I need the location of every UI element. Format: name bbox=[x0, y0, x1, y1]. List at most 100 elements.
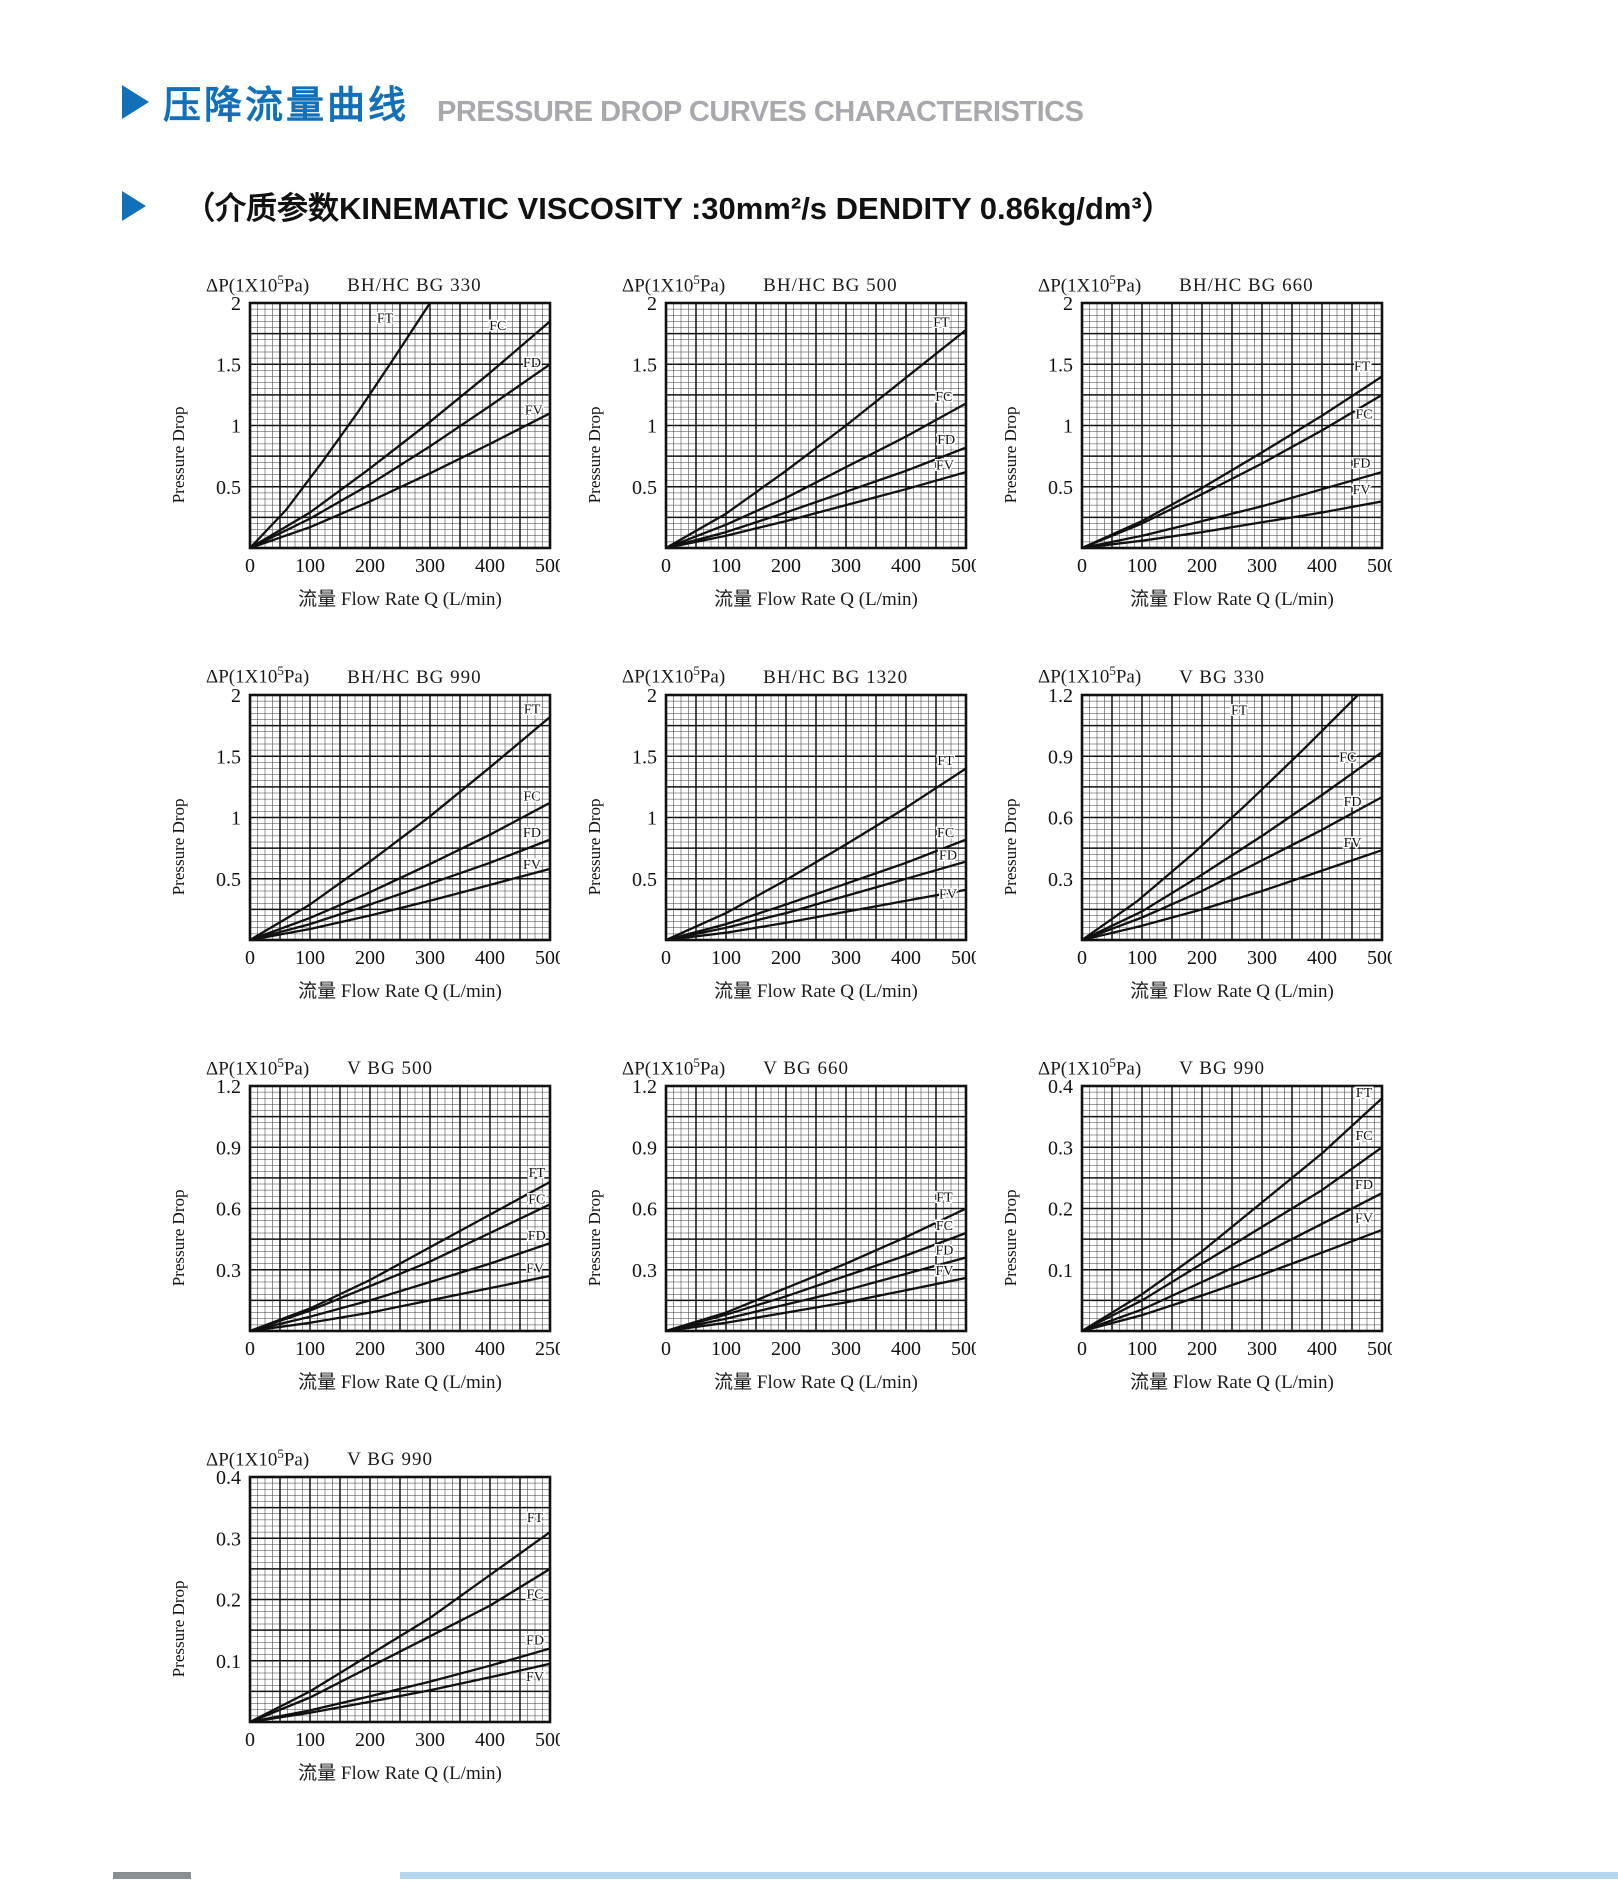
y-tick-label: 1.5 bbox=[216, 746, 241, 768]
chart-canvas: FT FC FD FV 0.5 1 1.5 2 Pressure Drop 0 100 200 300 4… bbox=[169, 297, 560, 577]
curve-label-fc: FC bbox=[528, 1192, 545, 1207]
y-tick-label: 0.5 bbox=[1048, 477, 1073, 499]
footer-gray-bar bbox=[113, 1872, 191, 1879]
curve-label-fd: FD bbox=[1353, 457, 1371, 472]
curve-ft bbox=[1082, 1097, 1382, 1331]
chart-title: BH/HC BG 330 bbox=[347, 275, 482, 297]
x-tick-label: 100 bbox=[711, 555, 741, 577]
delta-p-axis-label: ΔP(1X105Pa) bbox=[1038, 663, 1142, 688]
x-tick-label: 400 bbox=[475, 947, 505, 969]
y-tick-label: 1 bbox=[1063, 416, 1073, 438]
y-tick-label: 1.5 bbox=[216, 355, 241, 377]
chart-block: ΔP(1X105Pa) V BG 990 FT FC FD FV 0.1 0.2 0.3 0.… bbox=[150, 1446, 560, 1785]
chart-head: ΔP(1X105Pa) V BG 990 bbox=[150, 1446, 560, 1471]
y-tick-label: 0.5 bbox=[216, 477, 241, 499]
y-axis-title: Pressure Drop bbox=[169, 798, 188, 895]
x-tick-label: 300 bbox=[415, 1338, 445, 1360]
x-tick-label: 100 bbox=[1127, 1338, 1157, 1360]
curve-label-ft: FT bbox=[1231, 703, 1248, 718]
grid bbox=[666, 303, 966, 549]
curve-label-ft: FT bbox=[527, 1511, 544, 1526]
curve-fd bbox=[250, 1647, 550, 1723]
curve-fv bbox=[250, 867, 550, 940]
x-tick-label: 0 bbox=[661, 555, 671, 577]
y-tick-label: 0.6 bbox=[632, 1198, 657, 1220]
chart-head: ΔP(1X105Pa) BH/HC BG 1320 bbox=[566, 663, 976, 688]
y-tick-label: 0.2 bbox=[216, 1590, 241, 1612]
curve-label-fv: FV bbox=[935, 1264, 953, 1279]
x-tick-label: 200 bbox=[355, 555, 385, 577]
x-tick-label: 400 bbox=[1307, 947, 1337, 969]
y-tick-label: 0.3 bbox=[1048, 868, 1073, 890]
chart-canvas: FT FC FD FV 0.3 0.6 0.9 1.2 Pressure Drop 0 100 200… bbox=[169, 1080, 560, 1360]
x-tick-label: 300 bbox=[415, 555, 445, 577]
curve-label-fd: FD bbox=[1344, 795, 1362, 810]
x-tick-label: 500 bbox=[1367, 947, 1392, 969]
y-tick-label: 0.3 bbox=[216, 1260, 241, 1282]
y-tick-label: 0.4 bbox=[216, 1471, 241, 1489]
x-tick-label: 200 bbox=[355, 1729, 385, 1751]
chart-title: BH/HC BG 990 bbox=[347, 666, 482, 688]
x-tick-label: 100 bbox=[295, 1338, 325, 1360]
y-axis-title: Pressure Drop bbox=[169, 407, 188, 504]
x-tick-label: 400 bbox=[475, 1729, 505, 1751]
curves bbox=[1082, 1097, 1382, 1331]
curves bbox=[666, 329, 966, 549]
chart-plot-area: FT FC FD FV 0.1 0.2 0.3 0.4 Pressure Drop 0 100 200… bbox=[150, 1471, 560, 1756]
x-tick-label: 300 bbox=[1247, 1338, 1277, 1360]
x-tick-label: 200 bbox=[355, 947, 385, 969]
chart-head: ΔP(1X105Pa) BH/HC BG 990 bbox=[150, 663, 560, 688]
plot-frame bbox=[1080, 302, 1384, 550]
curve-fv bbox=[1082, 500, 1382, 549]
x-axis-title: 流量 Flow Rate Q (L/min) bbox=[714, 589, 918, 611]
y-tick-label: 2 bbox=[231, 297, 241, 315]
x-tick-label: 500 bbox=[951, 555, 976, 577]
curve-label-fc: FC bbox=[936, 1219, 953, 1234]
curve-label-fd: FD bbox=[528, 1229, 546, 1244]
x-tick-label: 200 bbox=[1187, 947, 1217, 969]
y-tick-label: 0.9 bbox=[632, 1137, 657, 1159]
chart-head: ΔP(1X105Pa) BH/HC BG 330 bbox=[150, 272, 560, 297]
delta-p-axis-label: ΔP(1X105Pa) bbox=[206, 1445, 310, 1471]
curve-fc bbox=[666, 402, 966, 549]
chart-block: ΔP(1X105Pa) V BG 500 FT FC FD FV 0.3 0.6 0.9 1.… bbox=[150, 1055, 560, 1394]
chart-canvas: FT FC FD FV 0.3 0.6 0.9 1.2 Pressure Drop 0 100 200… bbox=[585, 1080, 976, 1360]
curve-label-fv: FV bbox=[1353, 484, 1371, 499]
curve-fc bbox=[250, 1203, 550, 1331]
y-tick-label: 1.2 bbox=[632, 1080, 657, 1098]
curve-label-fv: FV bbox=[939, 887, 957, 902]
curve-label-fd: FD bbox=[523, 826, 541, 841]
y-axis-title: Pressure Drop bbox=[1001, 407, 1020, 504]
chart-plot-area: FT FC FD FV 0.5 1 1.5 2 Pressure Drop 0 100 200 300 4… bbox=[566, 297, 976, 582]
plot-frame bbox=[1080, 1084, 1384, 1333]
curve-label-fd: FD bbox=[935, 1243, 953, 1258]
y-axis-title: Pressure Drop bbox=[169, 1189, 188, 1286]
delta-p-axis-label: ΔP(1X105Pa) bbox=[622, 663, 726, 688]
curve-fd bbox=[666, 860, 966, 940]
x-tick-label: 500 bbox=[535, 947, 560, 969]
curve-fd bbox=[250, 363, 550, 549]
chart-title: BH/HC BG 1320 bbox=[763, 666, 909, 688]
curve-label-ft: FT bbox=[377, 312, 394, 327]
chart-canvas: FT FC FD FV 0.5 1 1.5 2 Pressure Drop 0 100 200 300 4… bbox=[585, 297, 976, 577]
curve-ft bbox=[250, 1531, 550, 1723]
y-tick-label: 0.5 bbox=[632, 868, 657, 890]
x-tick-label: 0 bbox=[661, 1338, 671, 1360]
y-tick-label: 2 bbox=[1063, 297, 1073, 315]
x-tick-label: 500 bbox=[535, 1729, 560, 1751]
curve-label-ft: FT bbox=[1356, 1086, 1373, 1101]
x-tick-label: 500 bbox=[1367, 555, 1392, 577]
y-tick-label: 0.5 bbox=[632, 477, 657, 499]
curve-fd bbox=[250, 1242, 550, 1331]
curve-label-fd: FD bbox=[523, 356, 541, 371]
chart-title: V BG 330 bbox=[1179, 666, 1265, 688]
chart-plot-area: FT FC FD FV 0.1 0.2 0.3 0.4 Pressure Drop 0 100 200… bbox=[982, 1080, 1392, 1365]
x-tick-label: 0 bbox=[245, 1338, 255, 1360]
curve-fd bbox=[250, 838, 550, 940]
y-tick-label: 2 bbox=[647, 689, 657, 707]
page-title-cn: 压降流量曲线 bbox=[163, 85, 410, 127]
y-tick-label: 1 bbox=[647, 416, 657, 438]
y-tick-label: 0.1 bbox=[216, 1651, 241, 1673]
y-tick-label: 1.2 bbox=[216, 1080, 241, 1098]
x-axis-title: 流量 Flow Rate Q (L/min) bbox=[1130, 589, 1334, 611]
